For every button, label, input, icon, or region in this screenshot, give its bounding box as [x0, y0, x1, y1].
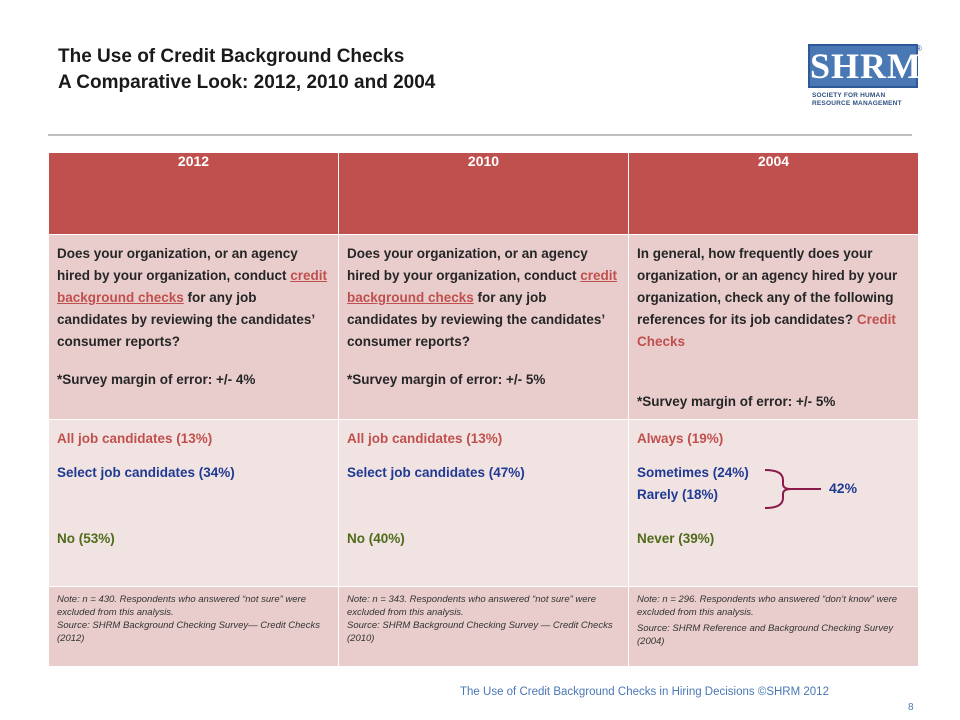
question-post: for any job candidates by reviewing the … — [347, 290, 605, 349]
slide-title: The Use of Credit Background Checks A Co… — [58, 44, 435, 96]
question-2004: In general, how frequently does your org… — [628, 234, 919, 420]
note-2004: Note: n = 296. Respondents who answered … — [628, 586, 919, 667]
page-number: 8 — [908, 702, 914, 713]
answers-2010: All job candidates (13%) Select job cand… — [338, 419, 629, 587]
logo-subtitle-line-1: SOCIETY FOR HUMAN — [812, 92, 886, 99]
answer-no: No (53%) — [57, 531, 115, 546]
answers-2004: Always (19%) Sometimes (24%) Rarely (18%… — [628, 419, 919, 587]
combined-percentage: 42% — [829, 480, 858, 496]
note-source: Source: SHRM Background Checking Survey … — [347, 620, 613, 644]
answer-select: Select job candidates (47%) — [347, 465, 525, 480]
answers-2012: All job candidates (13%) Select job cand… — [48, 419, 339, 587]
title-divider — [48, 134, 912, 136]
question-pre: In general, how frequently does your org… — [637, 246, 898, 327]
logo-subtitle-line-2: RESOURCE MANAGEMENT — [812, 100, 902, 107]
note-2010: Note: n = 343. Respondents who answered … — [338, 586, 629, 667]
answer-sometimes: Sometimes (24%) — [637, 465, 749, 480]
note-source: Source: SHRM Background Checking Survey—… — [57, 620, 320, 644]
question-pre: Does your organization, or an agency hir… — [347, 246, 588, 283]
shrm-logo: SHRM ® SOCIETY FOR HUMAN RESOURCE MANAGE… — [808, 44, 922, 126]
answer-no: No (40%) — [347, 531, 405, 546]
footer-text: The Use of Credit Background Checks in H… — [460, 686, 829, 698]
note-text: Note: n = 343. Respondents who answered … — [347, 594, 596, 618]
notes-row: Note: n = 430. Respondents who answered … — [48, 586, 919, 667]
credit-checks-link[interactable]: credit background checks — [347, 268, 618, 305]
answer-rarely: Rarely (18%) — [637, 487, 719, 502]
note-source: Source: SHRM Reference and Background Ch… — [637, 623, 894, 647]
question-text: In general, how frequently does your org… — [637, 243, 910, 353]
logo-subtitle: SOCIETY FOR HUMAN RESOURCE MANAGEMENT — [812, 92, 902, 108]
year-header-row: 2012 2010 2004 — [48, 152, 919, 235]
answer-select: Select job candidates (34%) — [57, 465, 235, 480]
question-2012: Does your organization, or an agency hir… — [48, 234, 339, 420]
answer-never: Never (39%) — [637, 531, 715, 546]
logo-wordmark: SHRM — [808, 44, 922, 88]
title-line-2: A Comparative Look: 2012, 2010 and 2004 — [58, 72, 436, 93]
margin-of-error: *Survey margin of error: +/- 5% — [347, 372, 546, 387]
question-row: Does your organization, or an agency hir… — [48, 234, 919, 420]
question-text: Does your organization, or an agency hir… — [57, 243, 330, 353]
combined-brace-icon — [764, 469, 821, 509]
question-post: for any job candidates by reviewing the … — [57, 290, 315, 349]
credit-checks-highlight: Credit Checks — [637, 312, 896, 349]
credit-checks-link[interactable]: credit background checks — [57, 268, 328, 305]
answer-all: All job candidates (13%) — [347, 431, 503, 446]
question-text: Does your organization, or an agency hir… — [347, 243, 620, 353]
header-2010: 2010 — [338, 152, 629, 235]
answer-always: Always (19%) — [637, 431, 724, 446]
header-2004: 2004 — [628, 152, 919, 235]
answer-row: All job candidates (13%) Select job cand… — [48, 419, 919, 587]
logo-registered: ® — [916, 44, 922, 53]
margin-of-error: *Survey margin of error: +/- 4% — [57, 372, 256, 387]
note-2012: Note: n = 430. Respondents who answered … — [48, 586, 339, 667]
header-2012: 2012 — [48, 152, 339, 235]
title-line-1: The Use of Credit Background Checks — [58, 46, 405, 67]
comparison-table: 2012 2010 2004 Does your organization, o… — [48, 152, 919, 667]
question-2010: Does your organization, or an agency hir… — [338, 234, 629, 420]
margin-of-error: *Survey margin of error: +/- 5% — [637, 394, 836, 409]
answer-all: All job candidates (13%) — [57, 431, 213, 446]
note-text: Note: n = 296. Respondents who answered … — [637, 594, 898, 618]
note-text: Note: n = 430. Respondents who answered … — [57, 594, 306, 618]
question-pre: Does your organization, or an agency hir… — [57, 246, 298, 283]
